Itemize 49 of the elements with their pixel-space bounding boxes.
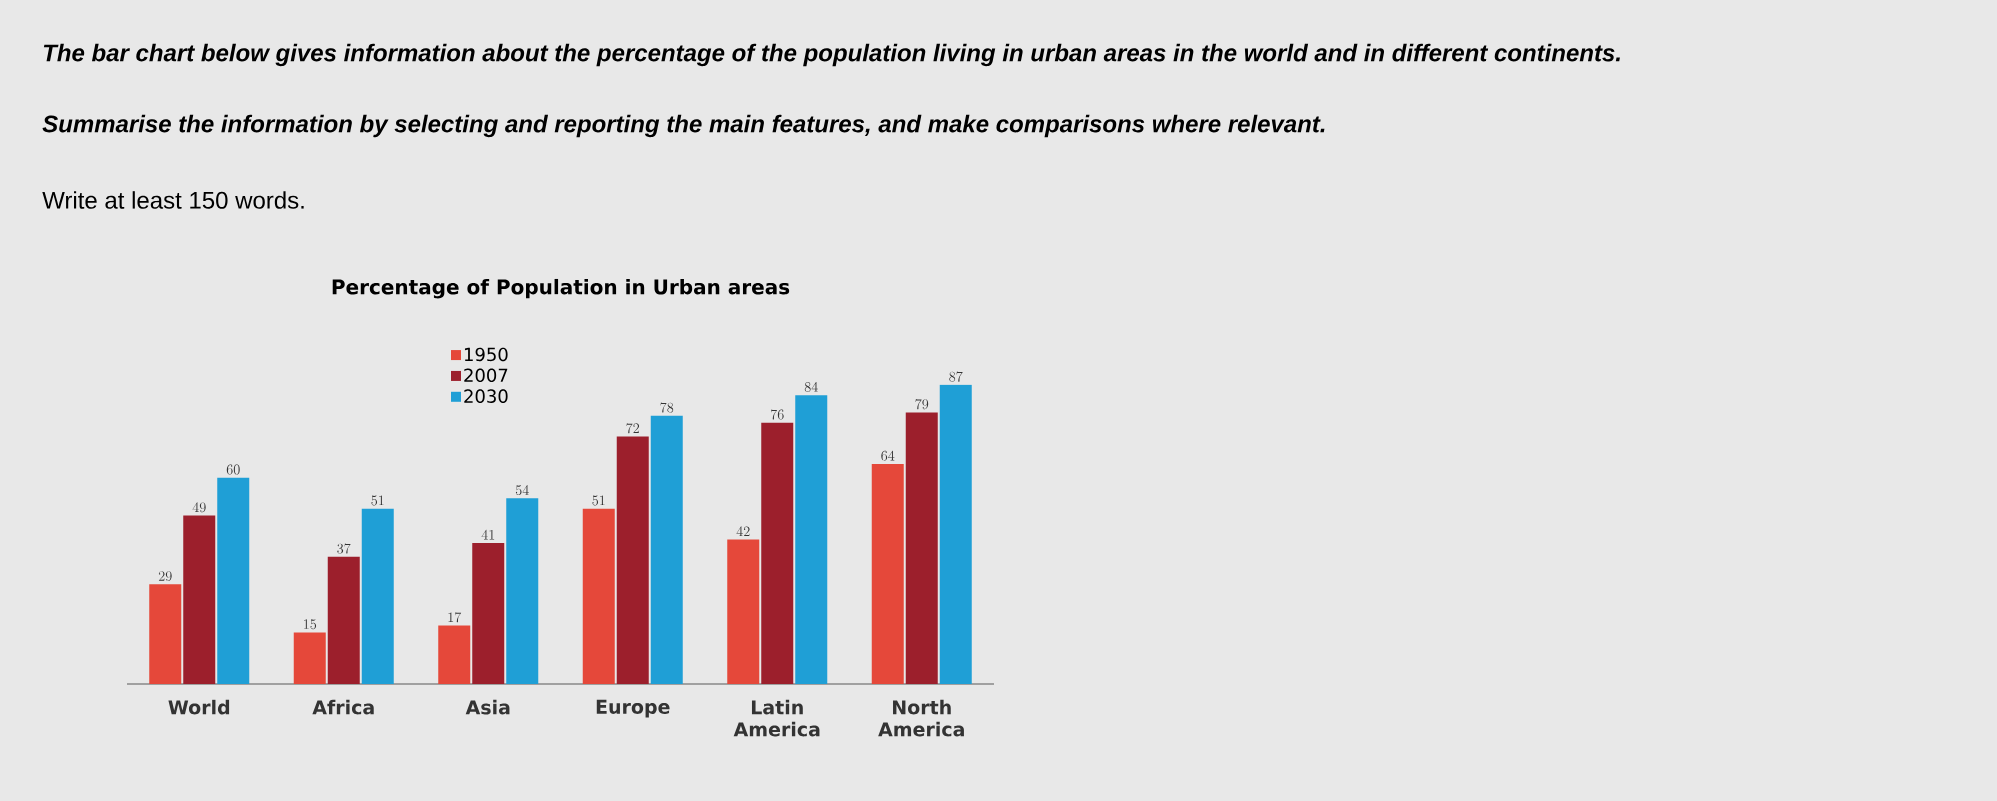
bar: [217, 477, 250, 684]
bar: [472, 543, 505, 684]
data-label: 64: [881, 450, 895, 461]
data-label: 17: [448, 612, 462, 623]
bar: [761, 422, 794, 684]
bar: [650, 415, 683, 684]
data-label: 15: [304, 619, 317, 630]
bar: [506, 498, 539, 684]
data-label: 49: [192, 502, 206, 513]
x-tick-label: Africa: [312, 699, 374, 715]
bar: [438, 625, 471, 684]
data-label: 78: [660, 402, 674, 413]
text: Summarise the information by selecting and reporting the main features, and make comparisons where relevant.: [42, 114, 1325, 138]
data-label: 37: [337, 543, 351, 554]
x-tick-label: Latin America: [733, 699, 820, 737]
data-label: 84: [804, 381, 818, 392]
x-tick-label: World: [168, 699, 230, 715]
data-label: 54: [515, 485, 529, 496]
bar: [616, 436, 649, 684]
bar: [293, 632, 326, 684]
text: Write at least 150 words.: [42, 191, 304, 209]
legend-label: 1950: [464, 347, 508, 362]
x-tick-label: Europe: [596, 699, 670, 718]
bar: [183, 515, 216, 684]
data-label: 51: [371, 495, 384, 506]
bar: [939, 384, 972, 684]
data-label: 76: [770, 409, 784, 420]
bar: [149, 584, 182, 684]
data-label: 42: [736, 526, 750, 537]
legend-label: 2007: [464, 368, 508, 383]
x-tick-label: North America: [878, 699, 964, 737]
chart-title: Percentage of Population in Urban areas: [332, 278, 790, 299]
x-tick-label: Asia: [465, 699, 510, 715]
data-label: 72: [626, 423, 640, 434]
data-label: 29: [158, 571, 172, 582]
bar: [327, 556, 360, 684]
text: The bar chart below gives information about the percentage of the population living in urban areas in the world and in different continents.: [43, 43, 1620, 67]
bar: [582, 508, 615, 684]
bar: [871, 463, 904, 684]
data-label: 51: [592, 495, 605, 506]
data-label: 41: [481, 529, 495, 540]
data-label: 60: [226, 464, 240, 475]
bar: [905, 412, 938, 684]
data-label: 79: [915, 399, 929, 410]
bar: [361, 508, 394, 684]
data-label: 87: [949, 371, 963, 382]
bar: [727, 539, 760, 684]
bar: [795, 395, 828, 684]
legend-label: 2030: [464, 389, 508, 403]
